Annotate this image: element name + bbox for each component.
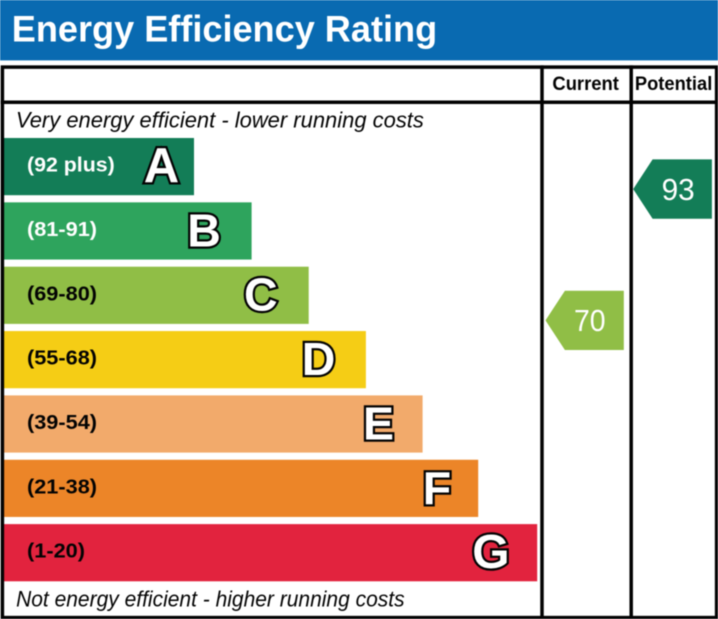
svg-text:B: B: [187, 204, 221, 256]
svg-text:(1-20): (1-20): [27, 541, 85, 563]
svg-text:A: A: [144, 139, 179, 193]
svg-text:(21-38): (21-38): [27, 476, 97, 498]
svg-text:(69-80): (69-80): [27, 283, 97, 305]
svg-text:Energy Efficiency Rating: Energy Efficiency Rating: [12, 8, 437, 50]
svg-text:D: D: [302, 333, 336, 385]
svg-text:(81-91): (81-91): [27, 219, 97, 241]
svg-text:Not energy efficient - higher: Not energy efficient - higher running co…: [16, 586, 405, 611]
svg-text:F: F: [423, 462, 451, 514]
svg-text:Very energy efficient - lower: Very energy efficient - lower running co…: [16, 107, 424, 132]
svg-text:E: E: [363, 397, 394, 449]
svg-text:Potential: Potential: [635, 73, 712, 95]
svg-text:(39-54): (39-54): [27, 412, 97, 434]
svg-text:Current: Current: [552, 73, 619, 95]
svg-text:(92 plus): (92 plus): [27, 155, 115, 177]
svg-text:93: 93: [662, 172, 695, 207]
svg-text:(55-68): (55-68): [27, 348, 97, 370]
svg-text:G: G: [472, 526, 509, 579]
svg-text:70: 70: [574, 303, 606, 338]
svg-text:C: C: [244, 269, 278, 321]
